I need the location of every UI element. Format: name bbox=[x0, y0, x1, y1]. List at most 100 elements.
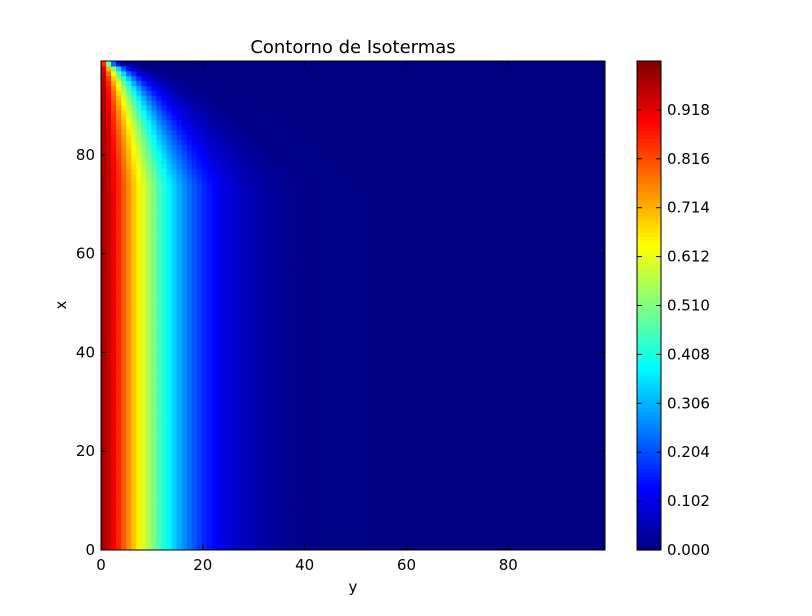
heatmap-cell bbox=[494, 344, 500, 351]
heatmap-cell bbox=[121, 452, 127, 458]
heatmap-cell bbox=[383, 334, 389, 341]
heatmap-cell bbox=[463, 505, 470, 512]
heatmap-cell bbox=[539, 461, 546, 468]
heatmap-cell bbox=[176, 496, 183, 502]
heatmap-cell bbox=[559, 393, 566, 400]
heatmap-cell bbox=[277, 398, 284, 404]
heatmap-cell bbox=[156, 354, 163, 360]
heatmap-cell bbox=[403, 378, 410, 385]
heatmap-cell bbox=[453, 388, 460, 395]
heatmap-cell bbox=[453, 325, 460, 331]
heatmap-cell bbox=[408, 329, 415, 336]
heatmap-cell bbox=[151, 530, 158, 536]
heatmap-cell bbox=[559, 540, 566, 546]
heatmap-cell bbox=[342, 437, 349, 444]
heatmap-cell bbox=[257, 305, 263, 311]
heatmap-cell bbox=[272, 540, 278, 546]
heatmap-cell bbox=[554, 481, 561, 488]
heatmap-cell bbox=[559, 408, 566, 414]
heatmap-cell bbox=[242, 427, 248, 434]
heatmap-cell bbox=[564, 320, 571, 326]
heatmap-cell bbox=[166, 471, 173, 478]
heatmap-cell bbox=[413, 486, 420, 492]
heatmap-cell bbox=[342, 461, 349, 468]
heatmap-cell bbox=[388, 359, 394, 365]
heatmap-cell bbox=[227, 378, 233, 385]
heatmap-cell bbox=[131, 364, 137, 370]
heatmap-cell bbox=[156, 334, 163, 341]
heatmap-cell bbox=[232, 334, 238, 341]
heatmap-cell bbox=[569, 320, 576, 326]
heatmap-cell bbox=[514, 437, 520, 444]
heatmap-cell bbox=[136, 491, 142, 497]
heatmap-cell bbox=[287, 373, 294, 380]
heatmap-cell bbox=[353, 344, 359, 351]
heatmap-cell bbox=[544, 408, 551, 414]
heatmap-cell bbox=[176, 515, 183, 522]
heatmap-cell bbox=[171, 486, 178, 492]
heatmap-cell bbox=[136, 442, 142, 448]
heatmap-cell bbox=[116, 325, 122, 331]
heatmap-cell bbox=[388, 315, 394, 321]
heatmap-cell bbox=[428, 408, 435, 414]
heatmap-cell bbox=[418, 486, 425, 492]
heatmap-cell bbox=[458, 442, 465, 448]
heatmap-cell bbox=[458, 349, 465, 355]
heatmap-cell bbox=[101, 457, 107, 463]
heatmap-cell bbox=[378, 413, 384, 419]
heatmap-cell bbox=[287, 369, 294, 375]
heatmap-cell bbox=[176, 422, 183, 429]
heatmap-cell bbox=[554, 320, 561, 326]
heatmap-cell bbox=[494, 545, 500, 550]
heatmap-cell bbox=[504, 540, 510, 546]
heatmap-cell bbox=[262, 535, 268, 541]
heatmap-cell bbox=[579, 408, 586, 414]
heatmap-cell bbox=[262, 471, 268, 478]
heatmap-cell bbox=[589, 364, 596, 370]
heatmap-cell bbox=[559, 417, 566, 424]
heatmap-cell bbox=[549, 329, 556, 336]
heatmap-cell bbox=[322, 427, 329, 434]
heatmap-cell bbox=[584, 486, 591, 492]
heatmap-cell bbox=[121, 535, 127, 541]
heatmap-cell bbox=[262, 403, 268, 409]
heatmap-cell bbox=[181, 344, 188, 351]
heatmap-cell bbox=[423, 388, 430, 395]
heatmap-cell bbox=[438, 471, 445, 478]
heatmap-cell bbox=[307, 320, 314, 326]
heatmap-cell bbox=[262, 491, 268, 497]
heatmap-cell bbox=[347, 457, 354, 463]
heatmap-cell bbox=[353, 310, 359, 316]
heatmap-cell bbox=[206, 427, 213, 434]
heatmap-cell bbox=[433, 432, 440, 439]
heatmap-cell bbox=[201, 481, 208, 488]
heatmap-cell bbox=[116, 525, 122, 532]
heatmap-cell bbox=[312, 403, 319, 409]
heatmap-cell bbox=[509, 496, 515, 502]
heatmap-cell bbox=[347, 452, 354, 458]
heatmap-cell bbox=[539, 417, 546, 424]
heatmap-cell bbox=[211, 496, 218, 502]
heatmap-cell bbox=[287, 378, 294, 385]
heatmap-cell bbox=[237, 432, 243, 439]
heatmap-cell bbox=[574, 320, 581, 326]
heatmap-cell bbox=[549, 540, 556, 546]
heatmap-cell bbox=[216, 457, 223, 463]
heatmap-cell bbox=[116, 545, 122, 550]
heatmap-cell bbox=[504, 393, 510, 400]
heatmap-cell bbox=[347, 442, 354, 448]
heatmap-cell bbox=[121, 476, 127, 483]
heatmap-cell bbox=[252, 320, 258, 326]
heatmap-cell bbox=[302, 437, 309, 444]
heatmap-cell bbox=[196, 413, 203, 419]
heatmap-cell bbox=[564, 344, 571, 351]
heatmap-cell bbox=[358, 378, 364, 385]
heatmap-cell bbox=[267, 398, 273, 404]
heatmap-cell bbox=[257, 491, 263, 497]
heatmap-cell bbox=[176, 320, 183, 326]
heatmap-cell bbox=[373, 461, 379, 468]
heatmap-cell bbox=[544, 540, 551, 546]
heatmap-cell bbox=[101, 515, 107, 522]
heatmap-cell bbox=[136, 535, 142, 541]
heatmap-cell bbox=[337, 457, 344, 463]
